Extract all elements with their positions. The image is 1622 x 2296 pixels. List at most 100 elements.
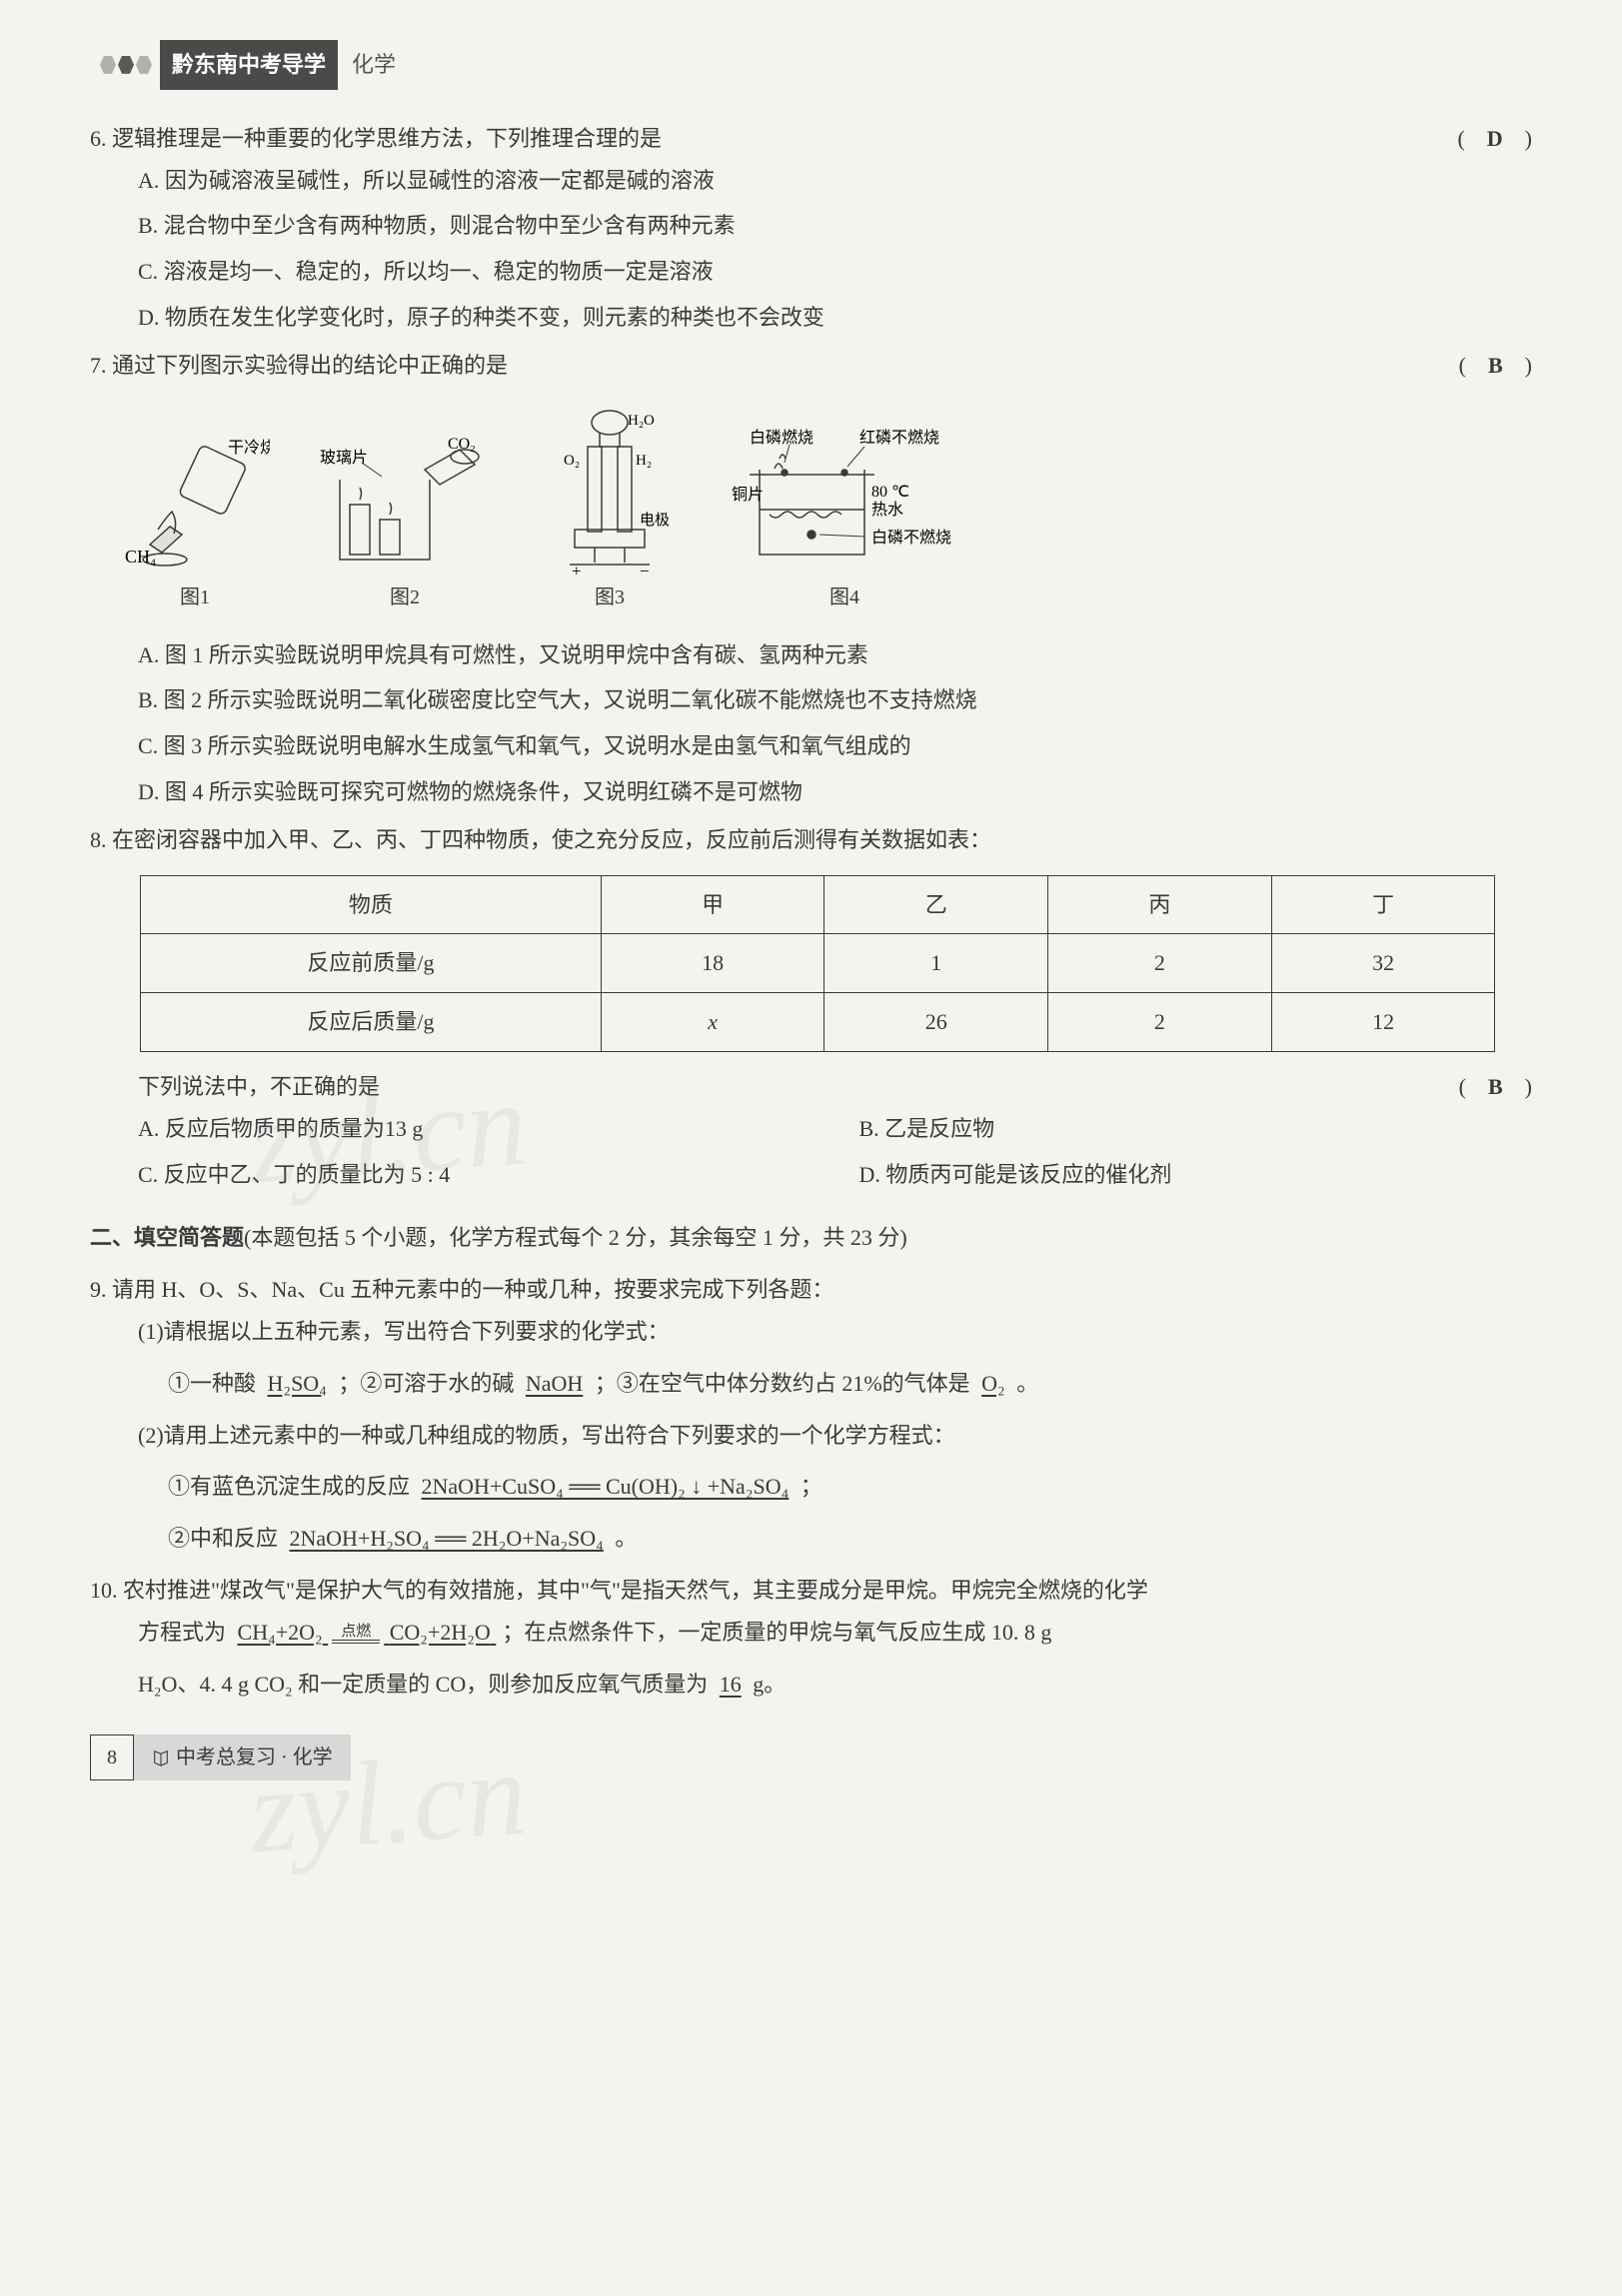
q6-opt-d: D. 物质在发生化学变化时，原子的种类不变，则元素的种类也不会改变	[138, 297, 1532, 339]
q7-figures: CH₄ 干冷烧杯 图1 玻璃片	[120, 405, 1532, 616]
fig2-label: 图2	[320, 578, 490, 616]
fig3-svg: H₂O O₂ H₂ 电极 + −	[540, 405, 680, 574]
th: 乙	[824, 875, 1048, 934]
q8-answer: B	[1488, 1074, 1503, 1099]
question-7: 7. 通过下列图示实验得出的结论中正确的是 ( B ) CH₄ 干冷烧杯 图1	[90, 345, 1532, 813]
q10-ans: 16	[714, 1672, 748, 1697]
q8-opt-c: C. 反应中乙、丁的质量比为 5 : 4	[138, 1154, 811, 1196]
q7-opt-a: A. 图 1 所示实验既说明甲烷具有可燃性，又说明甲烷中含有碳、氢两种元素	[138, 634, 1532, 676]
svg-text:+: +	[572, 562, 582, 574]
q6-answer: D	[1487, 126, 1503, 151]
book-title: 黔东南中考导学	[160, 40, 338, 90]
q10eq2: CO₂+2H₂O	[390, 1620, 491, 1645]
svg-text:H₂: H₂	[636, 453, 652, 469]
svg-text:铜片: 铜片	[732, 486, 764, 504]
question-9: 9. 请用 H、O、S、Na、Cu 五种元素中的一种或几种，按要求完成下列各题：…	[90, 1269, 1532, 1560]
fig3-label: 图3	[540, 578, 680, 616]
svg-text:白磷燃烧: 白磷燃烧	[750, 429, 813, 447]
q7-opt-b: B. 图 2 所示实验既说明二氧化碳密度比空气大，又说明二氧化碳不能燃烧也不支持…	[138, 679, 1532, 721]
book-icon	[152, 1748, 170, 1766]
page-number: 8	[90, 1734, 134, 1780]
subject-label: 化学	[352, 44, 396, 86]
q8-stem: 8. 在密闭容器中加入甲、乙、丙、丁四种物质，使之充分反应，反应前后测得有关数据…	[90, 819, 1532, 861]
fig4-label: 图4	[730, 578, 959, 616]
q10-cond: 点燃	[332, 1625, 380, 1640]
q9-p2: (2)请用上述元素中的一种或几种组成的物质，写出符合下列要求的一个化学方程式：	[138, 1415, 1532, 1457]
td: 反应后质量/g	[141, 993, 602, 1052]
q7-answer: B	[1488, 353, 1503, 378]
q10-l1: 10. 农村推进"煤改气"是保护大气的有效措施，其中"气"是指天然气，其主要成分…	[90, 1570, 1532, 1612]
q7-opt-c: C. 图 3 所示实验既说明电解水生成氢气和氧气，又说明水是由氢气和氧气组成的	[138, 725, 1532, 767]
question-8: 8. 在密闭容器中加入甲、乙、丙、丁四种物质，使之充分反应，反应前后测得有关数据…	[90, 819, 1532, 1200]
svg-text:干冷烧杯: 干冷烧杯	[228, 439, 270, 457]
table-row: 反应前质量/g 18 1 2 32	[141, 934, 1495, 993]
q10eq1: CH₄+2O₂	[238, 1620, 323, 1645]
q9-22end: 。	[615, 1526, 637, 1551]
q7-answer-paren: ( B )	[1459, 345, 1532, 387]
question-6: 6. 逻辑推理是一种重要的化学思维方法，下列推理合理的是 ( D ) A. 因为…	[90, 118, 1532, 339]
figure-3: H₂O O₂ H₂ 电极 + − 图3	[540, 405, 680, 616]
td: 26	[824, 993, 1048, 1052]
hex-decor	[100, 56, 152, 74]
q10-l3b: g。	[753, 1672, 786, 1697]
q9-22ans: 2NaOH+H₂SO₄ ══ 2H₂O+Na₂SO₄	[284, 1526, 610, 1551]
page-footer: 8 中考总复习 · 化学	[90, 1734, 1532, 1780]
question-10: 10. 农村推进"煤改气"是保护大气的有效措施，其中"气"是指天然气，其主要成分…	[90, 1570, 1532, 1705]
td: 反应前质量/g	[141, 934, 602, 993]
q6-stem: 6. 逻辑推理是一种重要的化学思维方法，下列推理合理的是	[90, 118, 1437, 160]
page: zyl.cn zyl.cn 黔东南中考导学 化学 6. 逻辑推理是一种重要的化学…	[90, 40, 1532, 1780]
q9-22a: ②中和反应	[168, 1526, 278, 1551]
q7-opt-d: D. 图 4 所示实验既可探究可燃物的燃烧条件，又说明红磷不是可燃物	[138, 771, 1532, 813]
svg-text:80 ℃: 80 ℃	[871, 484, 909, 501]
q9-stem: 9. 请用 H、O、S、Na、Cu 五种元素中的一种或几种，按要求完成下列各题：	[90, 1269, 1532, 1311]
svg-text:红磷不燃烧: 红磷不燃烧	[859, 429, 939, 447]
footer-text: 中考总复习 · 化学	[176, 1738, 333, 1776]
q9-1a: ①一种酸	[168, 1371, 256, 1396]
page-header: 黔东南中考导学 化学	[100, 40, 1532, 90]
q9-p2-2: ②中和反应 2NaOH+H₂SO₄ ══ 2H₂O+Na₂SO₄ 。	[168, 1518, 1532, 1560]
q9-21a: ①有蓝色沉淀生成的反应	[168, 1474, 410, 1499]
svg-text:玻璃片: 玻璃片	[320, 449, 368, 467]
td: 32	[1271, 934, 1495, 993]
svg-text:CH₄: CH₄	[125, 547, 156, 567]
q9-ans2: NaOH	[520, 1371, 589, 1396]
th: 丙	[1048, 875, 1272, 934]
watermark-2: zyl.cn	[242, 1680, 534, 1926]
svg-text:H₂O: H₂O	[628, 413, 655, 429]
table-row: 物质 甲 乙 丙 丁	[141, 875, 1495, 934]
q8-opt-d: D. 物质丙可能是该反应的催化剂	[859, 1154, 1533, 1196]
fig1-svg: CH₄ 干冷烧杯	[120, 435, 270, 574]
td: x	[601, 993, 824, 1052]
svg-text:电极: 电极	[640, 512, 670, 529]
figure-4: 白磷燃烧 红磷不燃烧 铜片 80 ℃ 热水 白磷不燃烧 图4	[730, 425, 959, 616]
figure-1: CH₄ 干冷烧杯 图1	[120, 435, 270, 616]
reaction-arrow: 点燃	[332, 1625, 380, 1644]
q6-opt-b: B. 混合物中至少含有两种物质，则混合物中至少含有两种元素	[138, 205, 1532, 247]
fig2-svg: 玻璃片 CO₂	[320, 435, 490, 574]
svg-text:O₂: O₂	[564, 453, 580, 469]
q8-opt-a: A. 反应后物质甲的质量为13 g	[138, 1108, 811, 1150]
q10-l3: H₂O、4. 4 g CO₂ 和一定质量的 CO，则参加反应氧气质量为 16 g…	[138, 1664, 1532, 1706]
q10-l2b: ；在点燃条件下，一定质量的甲烷与氧气反应生成 10. 8 g	[502, 1620, 1051, 1645]
q10-l2: 方程式为 CH₄+2O₂ 点燃 CO₂+2H₂O ；在点燃条件下，一定质量的甲烷…	[138, 1612, 1532, 1654]
q8-sub: 下列说法中，不正确的是	[138, 1066, 380, 1108]
q6-answer-paren: ( D )	[1457, 118, 1532, 160]
q9-p1: (1)请根据以上五种元素，写出符合下列要求的化学式：	[138, 1311, 1532, 1353]
q9-p2-1: ①有蓝色沉淀生成的反应 2NaOH+CuSO₄ ══ Cu(OH)₂ ↓ +Na…	[168, 1466, 1532, 1508]
q9-ans3: O₂	[975, 1371, 1011, 1396]
q8-table: 物质 甲 乙 丙 丁 反应前质量/g 18 1 2 32 反应后质量/g x 2…	[140, 875, 1495, 1052]
td: 2	[1048, 993, 1272, 1052]
svg-text:CO₂: CO₂	[448, 436, 476, 453]
footer-label: 中考总复习 · 化学	[134, 1734, 351, 1780]
q9-1c: ；③在空气中体分数约占 21%的气体是	[595, 1371, 970, 1396]
section2-text: (本题包括 5 个小题，化学方程式每个 2 分，其余每空 1 分，共 23 分)	[244, 1225, 907, 1250]
svg-text:热水: 热水	[871, 501, 903, 519]
q9-21ans: 2NaOH+CuSO₄ ══ Cu(OH)₂ ↓ +Na₂SO₄	[416, 1474, 796, 1499]
th: 丁	[1271, 875, 1495, 934]
fig1-label: 图1	[120, 578, 270, 616]
q9-21end: ；	[801, 1474, 822, 1499]
q8-opt-b: B. 乙是反应物	[859, 1108, 1533, 1150]
figure-2: 玻璃片 CO₂ 图2	[320, 435, 490, 616]
q10-l2a: 方程式为	[138, 1620, 226, 1645]
q9-1b: ；②可溶于水的碱	[338, 1371, 514, 1396]
